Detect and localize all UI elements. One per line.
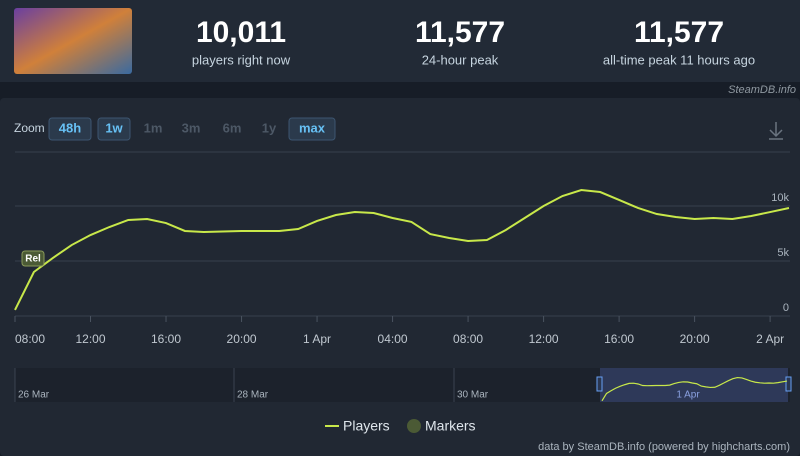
navigator-label: 1 Apr: [676, 390, 700, 401]
zoom-button-label[interactable]: 6m: [223, 120, 242, 135]
zoom-button[interactable]: [288, 117, 336, 141]
x-tick-label: 12:00: [529, 332, 559, 346]
x-tick-label: 08:00: [15, 332, 45, 346]
navigator-label: 30 Mar: [457, 390, 489, 401]
zoom-button-label[interactable]: 3m: [182, 120, 201, 135]
navigator-label: 26 Mar: [18, 390, 50, 401]
game-image: [14, 8, 132, 74]
navigator-handle[interactable]: [596, 376, 603, 392]
navigator-selection[interactable]: [600, 368, 788, 402]
x-tick-label: 16:00: [604, 332, 634, 346]
navigator-label: 28 Mar: [237, 390, 269, 401]
x-tick-label: 20:00: [227, 332, 257, 346]
stat-label: all-time peak 11 hours ago: [603, 52, 755, 67]
x-tick-label: 08:00: [453, 332, 483, 346]
y-tick-label: 10k: [771, 192, 789, 204]
series-line: [14, 189, 790, 311]
download-icon[interactable]: [769, 122, 783, 140]
legend-label[interactable]: Markers: [425, 418, 476, 434]
x-tick-label: 1 Apr: [303, 332, 331, 346]
marker-label: Rel: [25, 254, 41, 265]
zoom-label: Zoom: [14, 121, 45, 135]
stat-value: 11,577: [634, 16, 724, 49]
x-tick-label: 16:00: [151, 332, 181, 346]
marker-flag[interactable]: [21, 250, 45, 267]
zoom-button[interactable]: [48, 117, 92, 141]
x-tick-label: 20:00: [680, 332, 710, 346]
chart-panel: [0, 98, 800, 456]
x-tick-label: 04:00: [378, 332, 408, 346]
legend-label[interactable]: Players: [343, 418, 390, 434]
zoom-button-label[interactable]: 1y: [262, 120, 277, 135]
zoom-button-label[interactable]: 1m: [144, 120, 163, 135]
credits: data by SteamDB.info (powered by highcha…: [538, 441, 790, 453]
stat-label: players right now: [192, 52, 291, 67]
navigator-handle[interactable]: [785, 376, 792, 392]
header-panel: [0, 0, 800, 82]
stat-value: 10,011: [196, 16, 286, 49]
navigator-line: [601, 376, 788, 402]
zoom-buttons: 48h 1w 1m 3m 6m 1y max: [48, 117, 336, 141]
zoom-button-label[interactable]: max: [299, 120, 326, 135]
x-tick-label: 2 Apr: [756, 332, 784, 346]
source[interactable]: SteamDB.info: [728, 84, 796, 96]
legend-symbol: [407, 419, 421, 433]
y-tick-label: 5k: [777, 247, 789, 259]
zoom-button-label[interactable]: 1w: [105, 120, 123, 135]
stat-value: 11,577: [415, 16, 505, 49]
zoom-button[interactable]: [97, 117, 131, 141]
zoom-button-label[interactable]: 48h: [59, 120, 81, 135]
y-tick-label: 0: [783, 302, 789, 314]
stat-label: 24-hour peak: [422, 52, 499, 67]
x-tick-label: 12:00: [75, 332, 105, 346]
